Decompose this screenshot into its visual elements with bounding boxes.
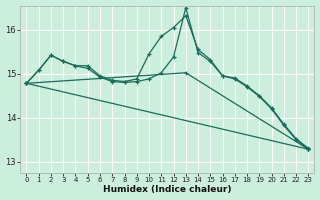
X-axis label: Humidex (Indice chaleur): Humidex (Indice chaleur) — [103, 185, 232, 194]
